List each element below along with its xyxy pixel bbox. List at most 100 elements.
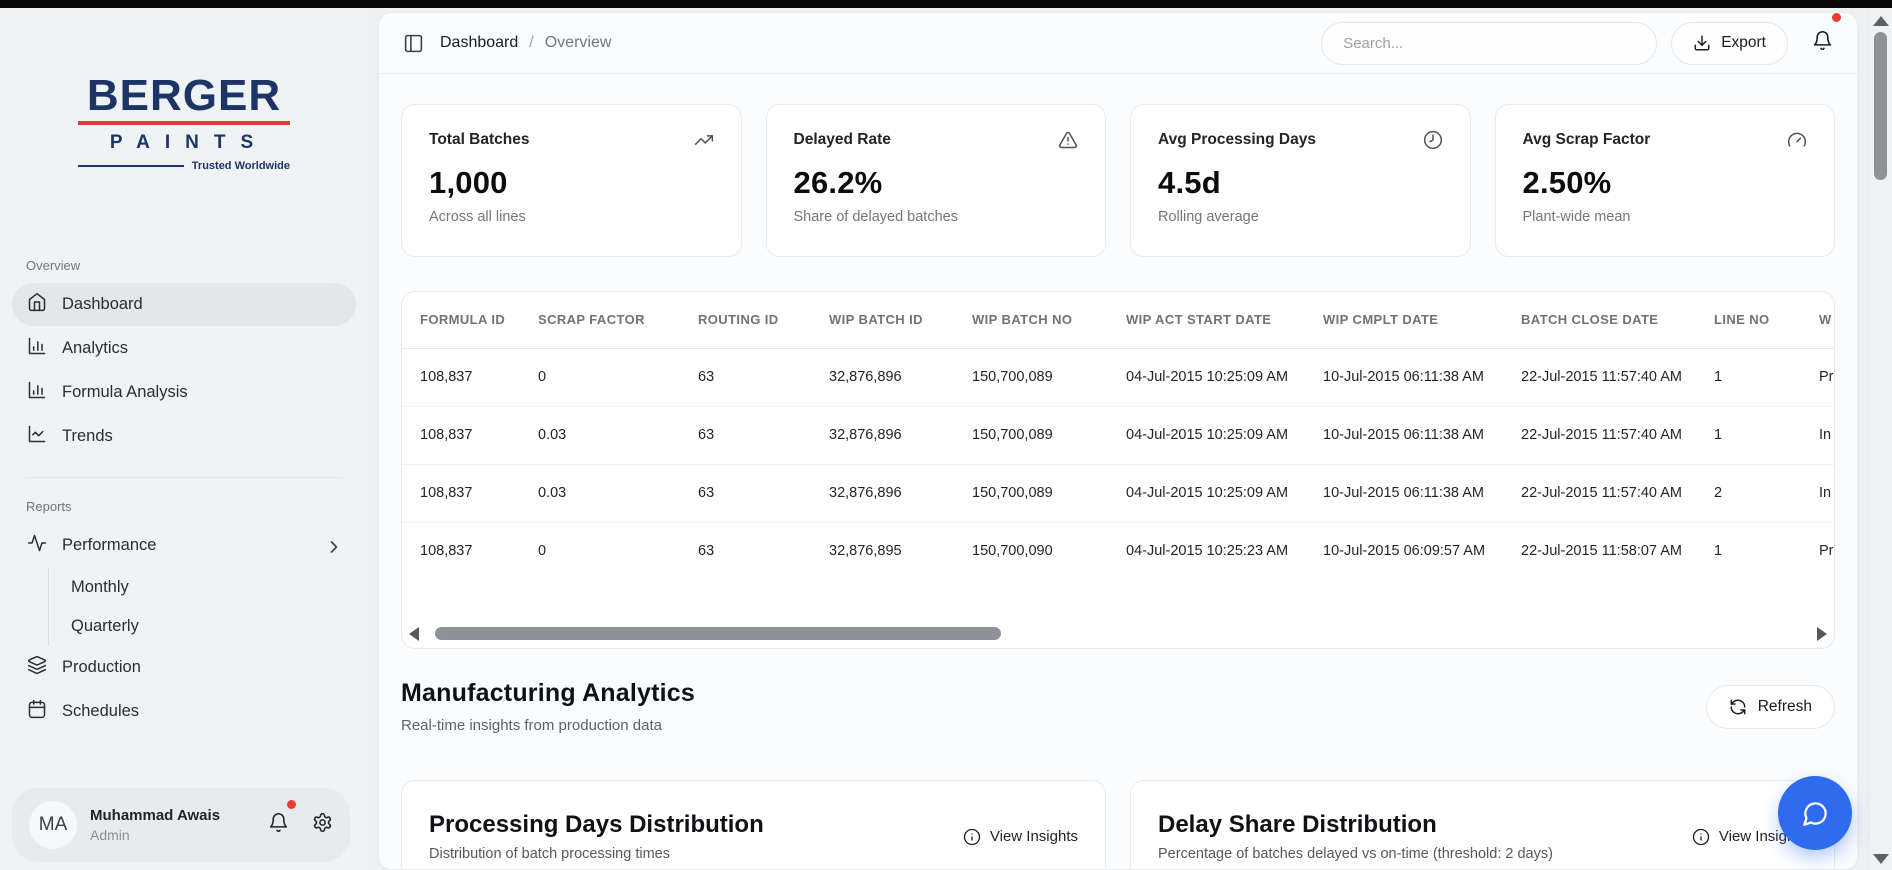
kpi-value: 2.50% — [1522, 165, 1612, 200]
cell-wip-batch-no: 150,700,089 — [972, 464, 1126, 523]
trending-up-icon — [694, 135, 713, 145]
cell-wip-act-start-date: 04-Jul-2015 10:25:09 AM — [1126, 348, 1323, 407]
column-header[interactable]: W — [1819, 292, 1834, 349]
cell-wip-batch-no: 150,700,090 — [972, 543, 1053, 560]
scroll-left-arrow[interactable] — [409, 626, 419, 641]
chart-card-processing-days: Processing Days Distribution Distributio… — [401, 780, 1106, 869]
kpi-title: Total Batches — [429, 131, 530, 148]
chart-title: Delay Share Distribution — [1158, 811, 1437, 838]
horizontal-scroll-thumb[interactable] — [435, 627, 1001, 640]
cell-routing-id: 63 — [698, 464, 829, 523]
breadcrumb-separator: / — [529, 34, 534, 51]
view-insights-button[interactable]: View Insights — [963, 828, 1078, 846]
cell-line-no: 2 — [1714, 464, 1819, 523]
kpi-subtitle: Across all lines — [429, 209, 526, 225]
table-row[interactable]: 108,837 0.03 63 32,876,896 150,700,089 0… — [402, 406, 1834, 465]
cell-wip-batch-id: 32,876,896 — [829, 464, 972, 523]
sidebar-toggle-icon[interactable] — [403, 33, 424, 54]
search-input[interactable] — [1321, 21, 1658, 65]
breadcrumb-dashboard[interactable]: Dashboard — [440, 34, 519, 51]
cell-line-no: 1 — [1714, 406, 1819, 465]
table-row[interactable]: 108,837 0 63 32,876,895 150,700,090 04-J… — [402, 522, 1834, 580]
kpi-value: 4.5d — [1158, 165, 1221, 200]
bell-icon — [1813, 31, 1832, 51]
kpi-subtitle: Plant-wide mean — [1522, 209, 1631, 225]
column-header[interactable]: WIP CMPLT DATE — [1323, 292, 1521, 349]
chevron-right-icon — [324, 537, 341, 554]
column-header[interactable]: WIP BATCH NO — [972, 292, 1126, 349]
batches-table-card: FORMULA ID SCRAP FACTOR ROUTING ID WIP B… — [401, 291, 1835, 649]
column-header[interactable]: SCRAP FACTOR — [538, 292, 698, 349]
view-insights-label: View Insights — [989, 828, 1078, 845]
export-button[interactable]: Export — [1671, 21, 1788, 65]
horizontal-scrollbar — [409, 626, 1827, 641]
cell-scrap-factor: 0 — [538, 543, 547, 560]
scroll-up-arrow[interactable] — [1873, 16, 1889, 26]
column-header[interactable]: ROUTING ID — [698, 292, 829, 349]
cell-wip-act-start-date: 04-Jul-2015 10:25:23 AM — [1126, 543, 1289, 560]
user-settings-button[interactable] — [312, 812, 333, 838]
sidebar-item-production[interactable]: Production — [12, 646, 356, 689]
cell-wip-cmplt-date: 10-Jul-2015 06:11:38 AM — [1323, 348, 1521, 407]
kpi-card-total-batches: Total Batches 1,000 Across all lines — [401, 104, 742, 257]
user-profile-card[interactable]: MA Muhammad Awais Admin — [12, 788, 350, 862]
sidebar-item-analytics[interactable]: Analytics — [12, 327, 356, 370]
scroll-right-arrow[interactable] — [1817, 626, 1827, 641]
column-header[interactable]: LINE NO — [1714, 292, 1819, 349]
column-header[interactable]: WIP ACT START DATE — [1126, 292, 1323, 349]
notifications-button[interactable] — [1812, 13, 1841, 56]
cell-formula-id: 108,837 — [420, 543, 473, 560]
sidebar-item-dashboard[interactable]: Dashboard — [12, 283, 356, 326]
nav-section-overview: Overview — [26, 258, 81, 273]
cell-formula-id: 108,837 — [402, 348, 538, 407]
refresh-label: Refresh — [1757, 697, 1812, 715]
logo-tagline-rule — [78, 165, 184, 167]
notification-dot — [287, 800, 296, 809]
chat-fab-button[interactable] — [1778, 776, 1852, 850]
sidebar-item-label: Schedules — [62, 702, 140, 720]
bar-chart-icon — [27, 380, 47, 405]
column-header[interactable]: WIP BATCH ID — [829, 292, 972, 349]
sidebar-item-performance[interactable]: Performance — [12, 524, 356, 567]
sidebar: BERGER PAINTS Trusted Worldwide Overview… — [0, 8, 368, 870]
table-row[interactable]: 108,837 0 63 32,876,896 150,700,089 04-J… — [402, 348, 1834, 407]
chart-subtitle: Percentage of batches delayed vs on-time… — [1158, 846, 1553, 862]
info-icon — [963, 828, 981, 845]
kpi-row: Total Batches 1,000 Across all lines Del… — [401, 104, 1835, 257]
alert-triangle-icon — [1058, 131, 1078, 149]
download-icon — [1694, 35, 1710, 51]
sidebar-item-label: Performance — [62, 536, 157, 554]
cell-routing-id: 63 — [698, 348, 829, 407]
kpi-title: Avg Scrap Factor — [1522, 131, 1651, 148]
scroll-down-arrow[interactable] — [1873, 854, 1889, 864]
performance-subnav: Monthly Quarterly — [48, 568, 356, 646]
table-row[interactable]: 108,837 0.03 63 32,876,896 150,700,089 0… — [402, 464, 1834, 523]
clock-icon — [1423, 130, 1442, 150]
sidebar-item-trends[interactable]: Trends — [12, 415, 356, 458]
batches-table: FORMULA ID SCRAP FACTOR ROUTING ID WIP B… — [402, 292, 1834, 580]
cell-formula-id: 108,837 — [402, 406, 538, 465]
cell-routing-id: 63 — [698, 543, 715, 560]
sidebar-item-label: Quarterly — [71, 617, 139, 635]
vertical-scrollbar — [1868, 8, 1892, 870]
line-chart-icon — [27, 424, 47, 449]
sidebar-item-formula-analysis[interactable]: Formula Analysis — [12, 371, 356, 414]
column-header[interactable]: FORMULA ID — [402, 292, 538, 349]
sidebar-item-schedules[interactable]: Schedules — [12, 690, 356, 733]
chart-subtitle: Distribution of batch processing times — [429, 846, 670, 862]
user-role: Admin — [90, 827, 130, 843]
column-header[interactable]: BATCH CLOSE DATE — [1521, 292, 1714, 349]
sidebar-item-label: Production — [62, 658, 141, 676]
notification-dot — [1832, 13, 1841, 22]
user-bell-button[interactable] — [268, 800, 296, 838]
kpi-subtitle: Rolling average — [1158, 209, 1259, 225]
breadcrumb-overview: Overview — [544, 34, 612, 51]
cell-wip-batch-id: 32,876,895 — [829, 543, 902, 560]
logo-paints-text: PAINTS — [109, 132, 269, 153]
window-top-bar — [0, 0, 1892, 8]
sidebar-item-quarterly[interactable]: Quarterly — [69, 607, 356, 646]
refresh-button[interactable]: Refresh — [1705, 684, 1835, 729]
breadcrumb: Dashboard / Overview — [440, 34, 611, 52]
sidebar-item-monthly[interactable]: Monthly — [69, 568, 356, 607]
vertical-scroll-thumb[interactable] — [1874, 32, 1887, 180]
